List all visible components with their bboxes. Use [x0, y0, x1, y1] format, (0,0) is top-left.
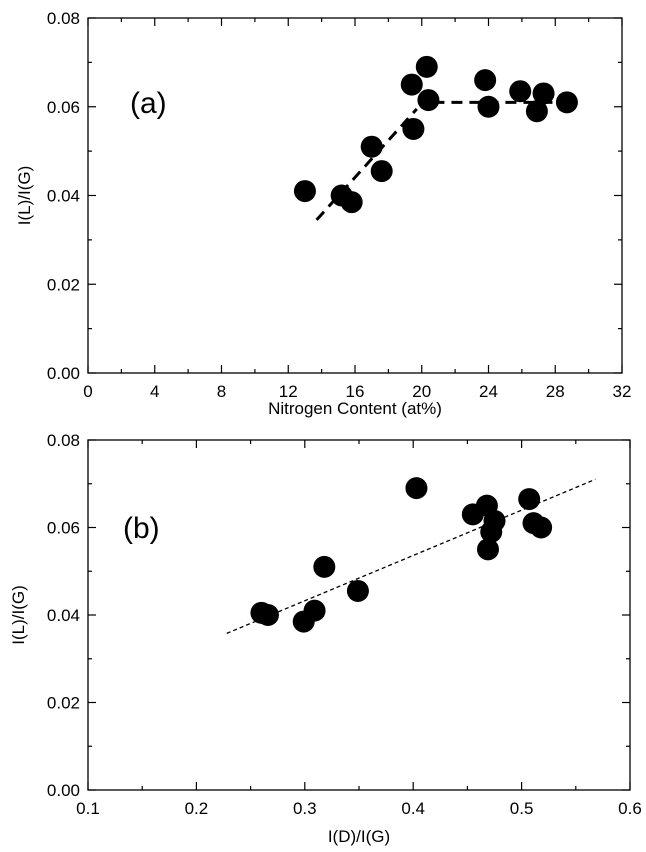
x-tick-label: 24	[479, 382, 498, 401]
data-point	[532, 82, 555, 105]
x-tick-label: 0.6	[618, 799, 642, 818]
data-point	[509, 80, 532, 103]
y-tick-label: 0.02	[47, 275, 80, 294]
x-tick-label: 32	[613, 382, 632, 401]
data-point	[402, 117, 425, 140]
y-tick-label: 0.04	[47, 606, 80, 625]
data-point	[483, 509, 506, 532]
data-point	[417, 89, 440, 112]
y-tick-label: 0.04	[47, 187, 80, 206]
data-point	[474, 69, 497, 92]
panel-a: 0 4 8 12 16 20 24 28 32 0.00 0.02 0.04 0.06 0.08 Nitro…	[15, 9, 631, 418]
x-tick-label: 4	[150, 382, 159, 401]
x-tick-label: 20	[412, 382, 431, 401]
x-tick-label: 28	[546, 382, 565, 401]
x-tick-label: 16	[346, 382, 365, 401]
x-tick-label: 0.2	[185, 799, 209, 818]
data-point	[370, 160, 393, 183]
x-tick-label: 0.4	[401, 799, 425, 818]
fit-line	[226, 478, 596, 634]
x-tick-label: 0.3	[293, 799, 317, 818]
x-tick-label: 0.5	[510, 799, 534, 818]
y-axis-label: I(L)/I(G)	[15, 166, 34, 226]
panel-label: (a)	[130, 87, 167, 120]
data-point	[256, 604, 279, 626]
y-axis-label: I(L)/I(G)	[9, 585, 28, 645]
panel-label: (b)	[123, 512, 160, 545]
data-point	[346, 579, 369, 602]
plot-frame	[87, 439, 631, 791]
x-tick-label: 8	[217, 382, 226, 401]
x-tick-label: 0.1	[76, 799, 100, 818]
y-tick-label: 0.06	[47, 519, 80, 538]
y-tick-label: 0.00	[47, 364, 80, 383]
data-point	[476, 538, 499, 561]
data-point	[360, 135, 383, 158]
data-point	[293, 180, 316, 203]
data-point	[415, 55, 438, 78]
x-tick-label: 0	[83, 382, 92, 401]
data-point	[530, 516, 553, 539]
data-point	[405, 477, 428, 500]
fit-line	[315, 107, 418, 221]
y-tick-label: 0.08	[47, 9, 80, 28]
data-point	[477, 95, 500, 118]
x-axis-label: Nitrogen Content (at%)	[268, 399, 442, 418]
data-point	[525, 100, 548, 123]
x-tick-label: 12	[279, 382, 298, 401]
x-axis-label: I(D)/I(G)	[328, 827, 390, 846]
panel-b: 0.1 0.2 0.3 0.4 0.5 0.6 0.00 0.02 0.04 0.06 0.08 I(…	[9, 431, 642, 846]
y-tick-label: 0.00	[47, 781, 80, 800]
data-point	[313, 555, 336, 578]
data-point	[400, 73, 423, 96]
y-tick-label: 0.08	[47, 431, 80, 450]
data-point	[303, 599, 326, 622]
y-tick-label: 0.02	[47, 694, 80, 713]
data-point	[555, 91, 578, 114]
data-point	[340, 191, 363, 214]
data-point	[518, 488, 541, 511]
y-tick-label: 0.06	[47, 98, 80, 117]
